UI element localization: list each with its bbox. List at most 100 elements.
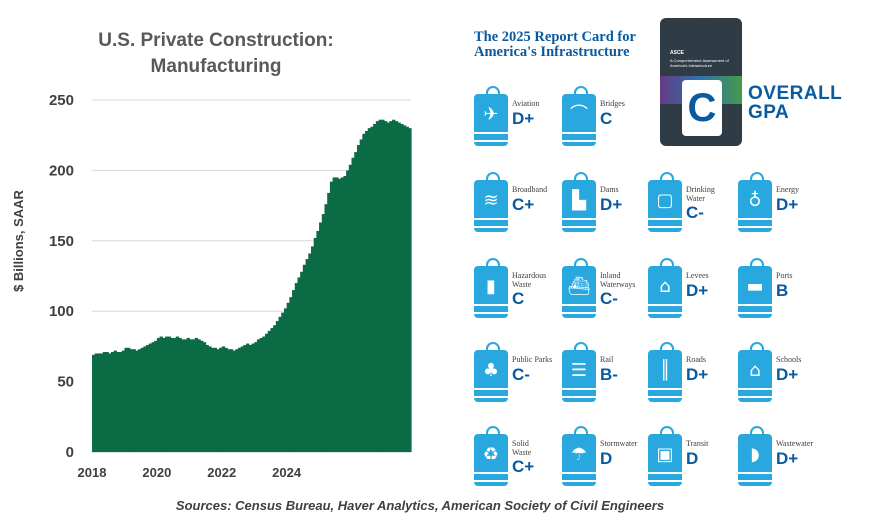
area-bar: [370, 126, 374, 452]
area-bar: [94, 353, 98, 452]
area-bar: [156, 337, 161, 452]
tag-hanger-icon: [750, 342, 764, 354]
tag-stripes: [738, 388, 772, 398]
area-bar: [275, 321, 280, 452]
overall-gpa-badge: ASCE A Comprehensive Assessment of Ameri…: [660, 10, 870, 150]
tag-hanger-icon: [574, 172, 588, 184]
category-card: ✈ Aviation D+: [474, 86, 562, 154]
tag-hanger-icon: [750, 172, 764, 184]
x-tick-label: 2018: [78, 465, 107, 480]
area-bar: [200, 340, 204, 452]
area-bar: [402, 125, 407, 452]
tag-hanger-icon: [660, 258, 674, 270]
category-card: ⌂ Levees D+: [648, 258, 736, 326]
area-bar: [281, 312, 285, 452]
area-bar: [259, 337, 263, 452]
trash-can-icon: ♻: [482, 444, 500, 465]
area-bar: [237, 347, 242, 452]
x-tick-label: 2020: [142, 465, 171, 480]
tag-stripes: [562, 304, 596, 314]
manufacturing-construction-chart: U.S. Private Construction: Manufacturing…: [11, 30, 412, 480]
area-bar: [108, 353, 112, 452]
area-bar: [159, 336, 163, 452]
category-tag: ⛴: [562, 258, 596, 318]
category-card: ▣ Transit D: [648, 426, 736, 494]
category-name: Energy: [776, 185, 799, 194]
area-bar: [181, 339, 185, 452]
ship-icon: ⛴: [567, 276, 591, 297]
area-bar: [302, 264, 307, 452]
area-bar: [397, 122, 401, 452]
y-tick-label: 150: [49, 233, 74, 250]
area-bar: [148, 343, 153, 452]
category-tag: ▬: [738, 258, 772, 318]
area-bar: [140, 347, 144, 452]
area-bar: [408, 128, 412, 452]
area-bar: [173, 337, 177, 452]
area-bar: [110, 352, 115, 452]
toilet-icon: ◗: [750, 444, 760, 465]
area-bar: [219, 347, 223, 452]
category-tag: ♁: [738, 172, 772, 232]
category-name: Inland Waterways: [600, 271, 636, 289]
category-grade: D+: [686, 365, 709, 384]
chart-title-line-1: U.S. Private Construction:: [98, 30, 333, 51]
area-bar: [251, 343, 255, 452]
area-bar: [146, 344, 150, 452]
area-bar: [175, 336, 180, 452]
tag-hanger-icon: [574, 342, 588, 354]
area-bar: [305, 259, 309, 452]
tag-hanger-icon: [486, 342, 500, 354]
area-bar: [351, 157, 355, 453]
tag-stripes: [474, 388, 508, 398]
y-tick-label: 200: [49, 162, 74, 179]
levee-icon: ⌂: [659, 276, 671, 297]
category-tag: ✈: [474, 86, 508, 146]
category-tag: ⌂: [738, 342, 772, 402]
category-tag: ▙: [562, 172, 596, 232]
dam-icon: ▙: [572, 190, 586, 211]
area-bar: [386, 122, 390, 452]
area-bar: [105, 352, 109, 452]
area-bar: [324, 204, 328, 452]
area-bar: [348, 164, 353, 452]
chart-source-note: Sources: Census Bureau, Haver Analytics,…: [175, 498, 665, 513]
y-tick-label: 50: [57, 374, 74, 391]
area-bar: [362, 133, 366, 453]
category-name: Public Parks: [512, 355, 553, 364]
x-tick-label: 2022: [207, 465, 236, 480]
lightbulb-icon: ♁: [748, 190, 762, 211]
tag-hanger-icon: [486, 426, 500, 438]
category-name: Bridges: [600, 99, 625, 108]
category-name: Rail: [600, 355, 614, 364]
area-bar: [319, 222, 323, 452]
area-bar: [383, 121, 388, 453]
category-card: ▬ Ports B: [738, 258, 826, 326]
category-name: Roads: [686, 355, 706, 364]
area-bar: [113, 350, 117, 452]
area-bar: [143, 346, 147, 452]
category-tag: ♣: [474, 342, 508, 402]
category-card: ⌂ Schools D+: [738, 342, 826, 410]
category-grade: B-: [600, 365, 618, 384]
area-bar: [283, 308, 288, 452]
area-bar: [121, 350, 126, 452]
category-name: Wastewater: [776, 439, 814, 448]
area-bar: [273, 325, 277, 452]
tag-stripes: [474, 132, 508, 142]
y-tick-label: 100: [49, 303, 74, 320]
category-name: Ports: [776, 271, 793, 280]
tag-hanger-icon: [660, 172, 674, 184]
category-tag: ▣: [648, 426, 682, 486]
area-bar: [127, 347, 131, 452]
area-bar: [394, 121, 399, 453]
area-bar: [210, 347, 215, 452]
tag-hanger-icon: [660, 342, 674, 354]
area-bar: [167, 336, 171, 452]
area-bar: [192, 339, 196, 452]
category-tag: ⌒: [562, 86, 596, 146]
tag-stripes: [474, 304, 508, 314]
water-glass-icon: ▢: [656, 190, 674, 211]
area-bar: [340, 177, 345, 452]
area-bar: [335, 177, 339, 452]
